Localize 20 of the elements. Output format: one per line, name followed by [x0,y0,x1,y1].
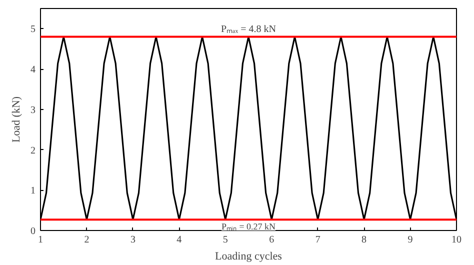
y-tick-label: 4 [30,64,36,76]
y-tick-label: 2 [30,145,36,156]
x-tick-label: 1 [38,234,43,246]
y-axis-title: Load (kN) [10,96,22,143]
x-tick-label: 9 [408,234,413,246]
y-tick-label: 0 [30,226,36,237]
x-tick-label: 4 [176,234,182,246]
x-tick-label: 3 [130,234,136,246]
x-tick-label: 6 [269,234,274,246]
x-tick-label: 7 [315,234,320,246]
ref-line-label: Pₘₐₓ = 4.8 kN [220,24,276,35]
y-tick-label: 1 [30,186,36,197]
y-tick-label: 3 [30,104,36,116]
ref-line-label: Pₘᵢₙ = 0.27 kN [221,222,276,232]
x-tick-label: 8 [362,234,367,246]
x-tick-label: 5 [222,234,228,246]
y-tick-label: 5 [30,24,36,36]
x-axis-title: Loading cycles [215,250,282,262]
x-tick-label: 2 [84,234,90,246]
x-tick-label: 10 [452,234,462,246]
